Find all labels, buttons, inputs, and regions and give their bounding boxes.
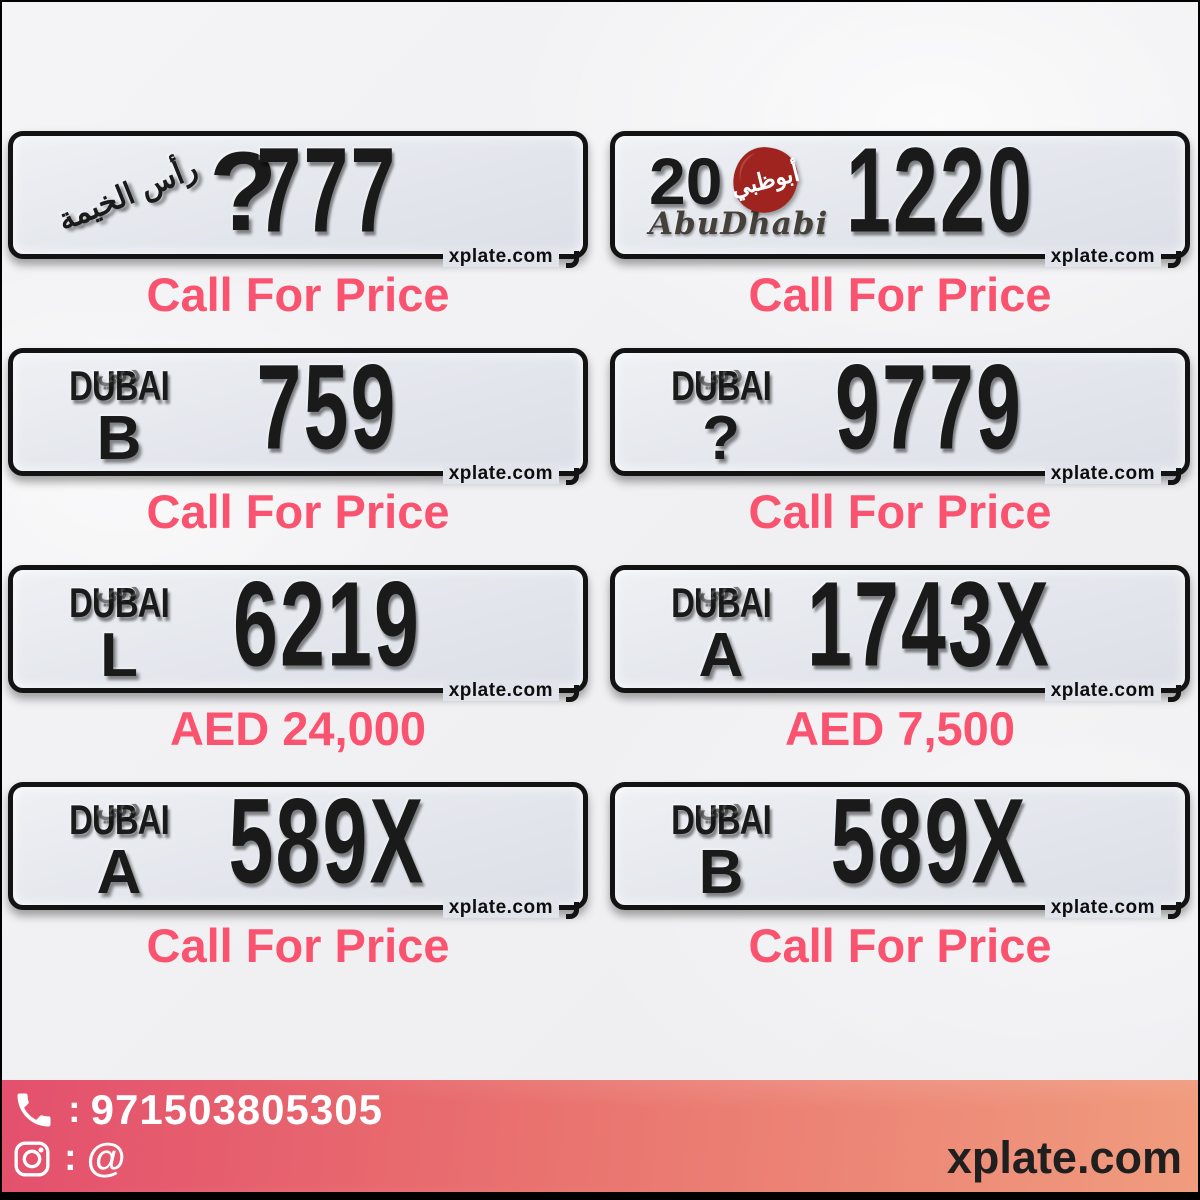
price-label: Call For Price (146, 268, 450, 321)
dubai-emirate-logo: DUBAI دبي (657, 357, 785, 410)
watermark-hook-shape (1168, 251, 1181, 268)
plate-code: B (698, 838, 744, 907)
plate-watermark: xplate.com (442, 897, 559, 918)
plate-code: ? (209, 128, 278, 254)
price-label: Call For Price (748, 268, 1052, 321)
plate-number: 589X (830, 773, 1027, 909)
dubai-emirate-logo: DUBAI دبي (657, 791, 785, 844)
plate-watermark: xplate.com (1044, 246, 1161, 267)
plates-grid: رأس الخيمة ? 777 xplate.com Call For Pri… (8, 122, 1190, 973)
price-label: Call For Price (748, 919, 1052, 972)
plate-listing-dubai-a-1743x: DUBAI دبي A 1743X xplate.com AED 7,500 (610, 556, 1190, 756)
license-plate: DUBAI دبي B 759 xplate.com (8, 339, 588, 485)
abu-dhabi-logo-block: 20 أبوظبي AbuDhabi (649, 144, 829, 242)
watermark-hook-shape (1168, 468, 1181, 485)
plate-listing-dubai-l-6219: DUBAI دبي L 6219 xplate.com AED 24,000 (8, 556, 588, 756)
phone-number: 971503805305 (90, 1086, 383, 1133)
plate-watermark: xplate.com (1044, 680, 1161, 701)
price-label: Call For Price (146, 919, 450, 972)
plate-code: ? (702, 404, 740, 473)
plate-listing-dubai-b-589x: DUBAI دبي B 589X xplate.com Call For Pri… (610, 773, 1190, 973)
plate-watermark: xplate.com (1044, 463, 1161, 484)
price-label: AED 24,000 (169, 702, 427, 755)
license-plate: رأس الخيمة ? 777 xplate.com (8, 122, 588, 268)
watermark-hook-shape (566, 685, 579, 702)
license-plate: DUBAI دبي ? 9779 xplate.com (610, 339, 1190, 485)
watermark-hook-shape (566, 902, 579, 919)
dubai-emirate-logo: DUBAI دبي (55, 357, 183, 410)
license-plate: 20 أبوظبي AbuDhabi 1220 xplate.com (610, 122, 1190, 268)
watermark-hook-shape (566, 251, 579, 268)
instagram-handle: @ (86, 1136, 126, 1180)
phone-icon (17, 1093, 51, 1127)
abu-dhabi-script-label: AbuDhabi (649, 206, 829, 242)
plate-watermark: xplate.com (442, 246, 559, 267)
plate-number: 777 (255, 122, 398, 258)
instagram-row: : @ (12, 1136, 383, 1181)
phone-row: : 971503805305 (12, 1086, 383, 1134)
plate-code: 20 (649, 144, 723, 218)
plate-listing-dubai-a-589x: DUBAI دبي A 589X xplate.com Call For Pri… (8, 773, 588, 973)
plate-code: B (96, 404, 142, 473)
plate-number: 589X (228, 773, 425, 909)
plate-listing-dubai-9779: DUBAI دبي ? 9779 xplate.com Call For Pri… (610, 339, 1190, 539)
plate-number: 1743X (806, 556, 1051, 692)
plate-number: 9779 (834, 339, 1023, 475)
plate-number: 759 (255, 339, 398, 475)
plate-listing-dubai-b-759: DUBAI دبي B 759 xplate.com Call For Pric… (8, 339, 588, 539)
phone-separator: : (68, 1088, 81, 1131)
license-plate: DUBAI دبي A 1743X xplate.com (610, 556, 1190, 702)
instagram-separator: : (64, 1137, 77, 1179)
dubai-emirate-logo: DUBAI دبي (55, 791, 183, 844)
license-plate: DUBAI دبي A 589X xplate.com (8, 773, 588, 919)
price-label: AED 7,500 (785, 702, 1015, 755)
dubai-emirate-logo: DUBAI دبي (657, 574, 785, 627)
dubai-emirate-logo: DUBAI دبي (55, 574, 183, 627)
plate-listing-rak-777: رأس الخيمة ? 777 xplate.com Call For Pri… (8, 122, 588, 322)
plate-listing-abudhabi-1220: 20 أبوظبي AbuDhabi 1220 xplate.com Call … (610, 122, 1190, 322)
plate-number: 1220 (845, 122, 1034, 258)
watermark-hook-shape (1168, 902, 1181, 919)
watermark-hook-shape (566, 468, 579, 485)
instagram-icon (14, 1141, 50, 1176)
plate-watermark: xplate.com (442, 680, 559, 701)
plate-watermark: xplate.com (1044, 897, 1161, 918)
plate-code: L (100, 621, 138, 690)
contact-footer: : 971503805305 : @ xplate.com (2, 1080, 1198, 1192)
contact-block: : 971503805305 : @ (12, 1086, 383, 1181)
plate-number: 6219 (232, 556, 421, 692)
watermark-hook-shape (1168, 685, 1181, 702)
price-label: Call For Price (748, 485, 1052, 538)
abu-dhabi-emblem-icon: أبوظبي (728, 147, 802, 213)
license-plate: DUBAI دبي L 6219 xplate.com (8, 556, 588, 702)
plate-code: A (698, 621, 744, 690)
plate-watermark: xplate.com (442, 463, 559, 484)
plate-code: A (96, 838, 142, 907)
bottom-border-strip (2, 1192, 1198, 1198)
license-plate: DUBAI دبي B 589X xplate.com (610, 773, 1190, 919)
price-label: Call For Price (146, 485, 450, 538)
site-name: xplate.com (946, 1132, 1182, 1183)
ras-al-khaimah-logo: رأس الخيمة (53, 151, 203, 238)
